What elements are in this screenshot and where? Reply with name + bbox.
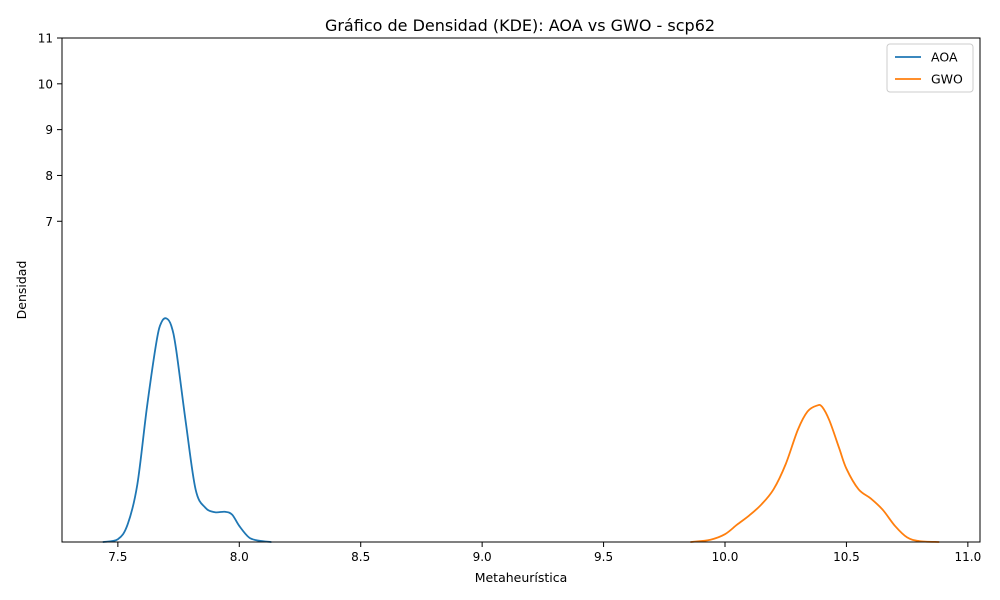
y-tick-label: 9 — [45, 123, 53, 137]
x-tick-label: 10.0 — [712, 550, 739, 564]
legend: AOA GWO — [886, 43, 974, 93]
y-axis: 7 8 9 10 11 — [38, 32, 62, 229]
x-tick-label: 8.5 — [351, 550, 370, 564]
axes-frame — [61, 37, 981, 543]
x-tick-label: 11.0 — [954, 550, 981, 564]
x-tick-label: 10.5 — [833, 550, 860, 564]
y-tick-label: 8 — [45, 169, 53, 183]
y-tick-label: 11 — [38, 32, 53, 46]
x-tick-label: 7.5 — [108, 550, 127, 564]
legend-label-aoa: AOA — [931, 50, 958, 65]
y-tick-label: 7 — [45, 215, 53, 229]
chart-title: Gráfico de Densidad (KDE): AOA vs GWO - … — [325, 16, 715, 35]
legend-label-gwo: GWO — [931, 72, 963, 87]
series-line-gwo — [690, 403, 940, 543]
x-tick-label: 9.5 — [594, 550, 613, 564]
legend-frame — [886, 43, 974, 93]
x-axis-label: Metaheurística — [475, 570, 568, 585]
y-tick-label: 10 — [38, 77, 53, 91]
x-axis: 7.5 8.0 8.5 9.0 9.5 10.0 10.5 11.0 — [108, 542, 981, 564]
y-axis-label: Densidad — [14, 261, 29, 320]
plot-area — [102, 317, 940, 543]
x-tick-label: 9.0 — [473, 550, 492, 564]
x-tick-label: 8.0 — [230, 550, 249, 564]
series-line-aoa — [102, 317, 272, 543]
